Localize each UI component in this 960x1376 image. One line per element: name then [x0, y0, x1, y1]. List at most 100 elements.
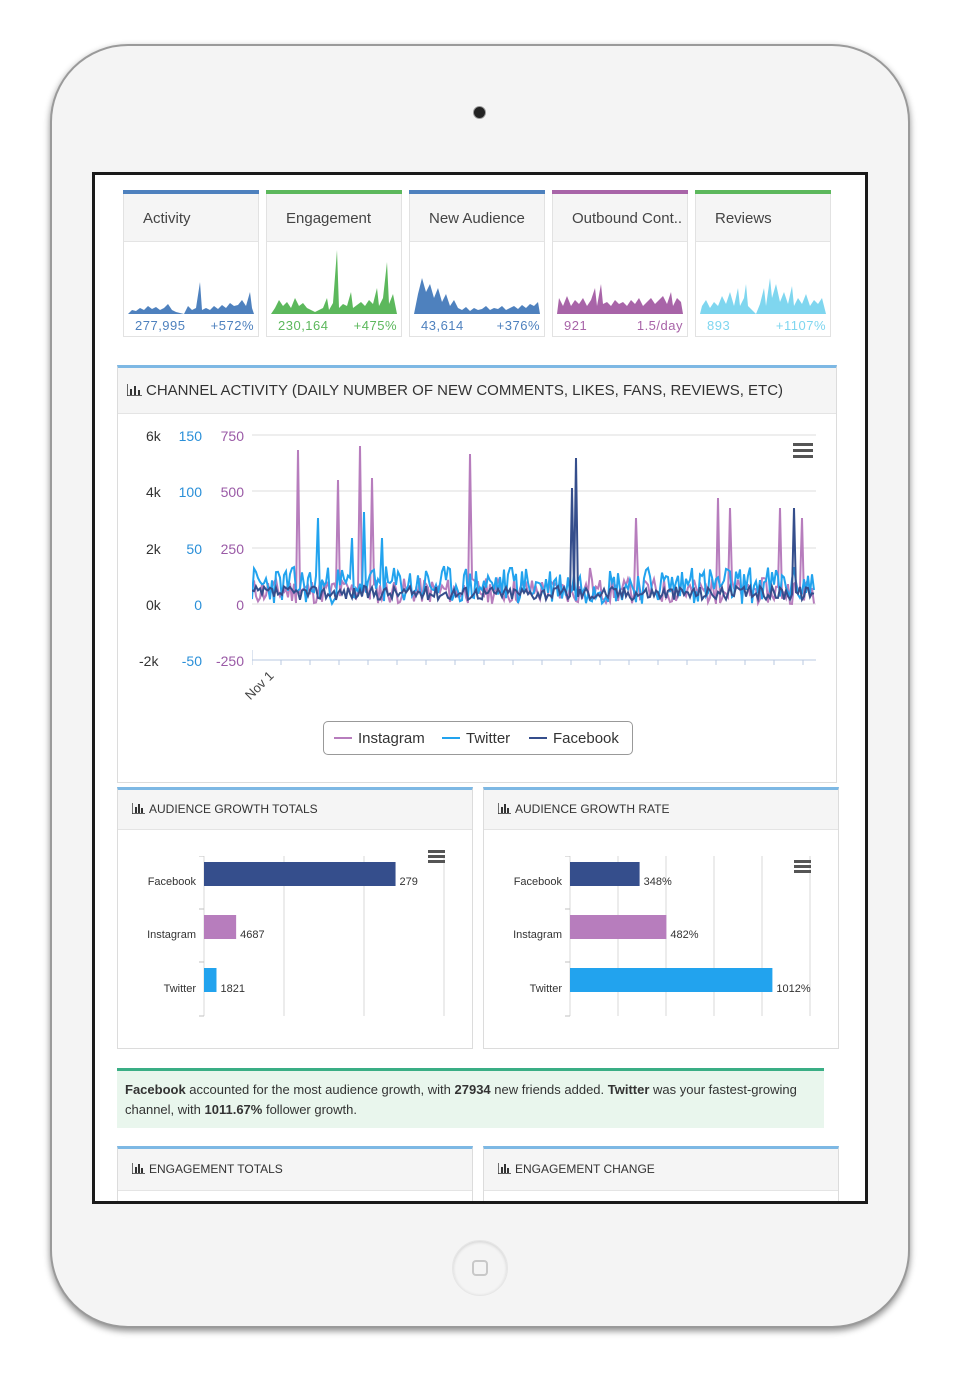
chart-menu-icon[interactable] [794, 860, 811, 873]
tile-accent-bar [266, 190, 402, 194]
tile-title: Engagement [267, 194, 401, 242]
legend-item-facebook[interactable]: Facebook [529, 730, 619, 747]
bar-value: 279 [399, 876, 418, 888]
y-tick: 250 [220, 541, 244, 557]
reviews-sparkline [700, 278, 826, 314]
y-tick: 4k [146, 484, 161, 500]
summary-text-1: accounted for the most audience growth, … [185, 1082, 455, 1097]
chart-menu-icon[interactable] [428, 850, 445, 863]
channel-activity-panel: CHANNEL ACTIVITY (DAILY NUMBER OF NEW CO… [117, 365, 837, 783]
y-axis-right: 750 500 250 0 -250 [206, 427, 244, 670]
tile-value: 921 [564, 318, 588, 333]
audience-totals-title: AUDIENCE GROWTH TOTALS [149, 802, 318, 816]
legend-swatch [529, 737, 547, 739]
y-tick: -50 [181, 653, 202, 669]
tile-change: +1107% [775, 318, 826, 333]
kpi-tile-outbound-content[interactable]: Outbound Cont.. 921 1.5/day [552, 190, 688, 337]
legend-label: Twitter [466, 730, 511, 747]
legend-swatch [442, 737, 460, 739]
bar-chart-icon [132, 1163, 145, 1174]
tile-value: 43,614 [421, 318, 464, 333]
channel-activity-header: CHANNEL ACTIVITY (DAILY NUMBER OF NEW CO… [118, 368, 836, 414]
engagement-totals-header: ENGAGEMENT TOTALS [118, 1149, 472, 1191]
bar-chart-icon [127, 384, 142, 396]
bar-facebook[interactable] [204, 862, 396, 886]
bar-value: 1821 [220, 983, 245, 995]
bar-instagram[interactable] [570, 915, 667, 939]
kpi-tile-engagement[interactable]: Engagement 230,164 +475% [266, 190, 402, 337]
bar-label: Facebook [147, 876, 196, 888]
summary-pct: 1011.67% [204, 1102, 263, 1117]
kpi-tile-new-audience[interactable]: New Audience 43,614 +376% [409, 190, 545, 337]
audience-rate-chart [565, 856, 811, 1017]
summary-text-4: follower growth. [262, 1102, 357, 1117]
kpi-tile-activity[interactable]: Activity 277,995 +572% [123, 190, 259, 337]
y-tick: 6k [146, 428, 161, 444]
camera-icon [473, 106, 486, 119]
engagement-change-header: ENGAGEMENT CHANGE [484, 1149, 838, 1191]
tile-title: Activity [124, 194, 258, 242]
x-axis-label: Nov 1 [241, 668, 277, 703]
y-axis-mid: 150 100 50 0 -50 [172, 427, 202, 670]
legend-label: Facebook [553, 730, 619, 747]
tile-value: 277,995 [135, 318, 186, 333]
legend-item-instagram[interactable]: Instagram [334, 730, 425, 747]
legend-item-twitter[interactable]: Twitter [442, 730, 510, 747]
tile-accent-bar [695, 190, 831, 194]
channel-activity-plot [252, 434, 816, 665]
engagement-totals-title: ENGAGEMENT TOTALS [149, 1162, 283, 1176]
outbound-content-sparkline [557, 284, 683, 314]
y-tick: 0 [236, 597, 244, 613]
home-button[interactable] [452, 1240, 508, 1296]
engagement-change-panel: ENGAGEMENT CHANGE [483, 1146, 839, 1201]
summary-tw: Twitter [607, 1082, 650, 1097]
tile-title: New Audience [410, 194, 544, 242]
y-tick: -250 [215, 653, 244, 669]
audience-rate-title: AUDIENCE GROWTH RATE [515, 802, 670, 816]
legend-swatch [334, 737, 352, 739]
channel-activity-title: CHANNEL ACTIVITY (DAILY NUMBER OF NEW CO… [146, 382, 784, 399]
bar-chart-icon [498, 1163, 511, 1174]
bar-twitter[interactable] [204, 968, 217, 992]
bar-chart-icon [132, 803, 145, 814]
dashboard-screen: Activity 277,995 +572% Engagement 230,16… [92, 172, 868, 1204]
activity-sparkline [128, 282, 254, 314]
summary-text-3: was your fastest-growing channel, with [125, 1082, 797, 1117]
y-tick: 500 [220, 484, 244, 500]
chart-menu-icon[interactable] [793, 443, 813, 458]
bar-value: 4687 [240, 929, 265, 941]
y-axis-left: 6k 4k 2k 0k -2k [139, 427, 161, 670]
twitter-series [252, 511, 815, 607]
audience-totals-header: AUDIENCE GROWTH TOTALS [118, 790, 472, 830]
engagement-sparkline [271, 250, 397, 314]
tile-change: 1.5/day [636, 318, 683, 333]
bar-value: 482% [670, 929, 699, 941]
tile-accent-bar [409, 190, 545, 194]
y-tick: 50 [186, 541, 202, 557]
bar-facebook[interactable] [570, 862, 640, 886]
tile-title: Outbound Cont.. [553, 194, 687, 242]
tile-accent-bar [123, 190, 259, 194]
tile-change: +376% [496, 318, 540, 333]
bar-label: Instagram [147, 929, 196, 941]
kpi-tile-reviews[interactable]: Reviews 893 +1107% [695, 190, 831, 337]
facebook-series [252, 457, 815, 603]
y-tick: 2k [146, 541, 161, 557]
bar-label: Twitter [529, 983, 562, 995]
audience-growth-rate-panel: AUDIENCE GROWTH RATE Facebook Instagram … [483, 787, 839, 1049]
tile-accent-bar [552, 190, 688, 194]
summary-friends: 27934 [454, 1082, 491, 1097]
tile-change: +475% [353, 318, 397, 333]
summary-fb: Facebook [125, 1082, 186, 1097]
bar-chart-icon [498, 803, 511, 814]
engagement-totals-panel: ENGAGEMENT TOTALS [117, 1146, 473, 1201]
bar-instagram[interactable] [204, 915, 237, 939]
y-tick: 150 [178, 428, 202, 444]
bar-twitter[interactable] [570, 968, 773, 992]
engagement-change-title: ENGAGEMENT CHANGE [515, 1162, 655, 1176]
audience-growth-totals-panel: AUDIENCE GROWTH TOTALS Facebook Instagra… [117, 787, 473, 1049]
bar-value: 348% [643, 876, 672, 888]
summary-text-2: new friends added. [490, 1082, 608, 1097]
tile-value: 893 [707, 318, 731, 333]
y-tick: -2k [139, 653, 159, 669]
